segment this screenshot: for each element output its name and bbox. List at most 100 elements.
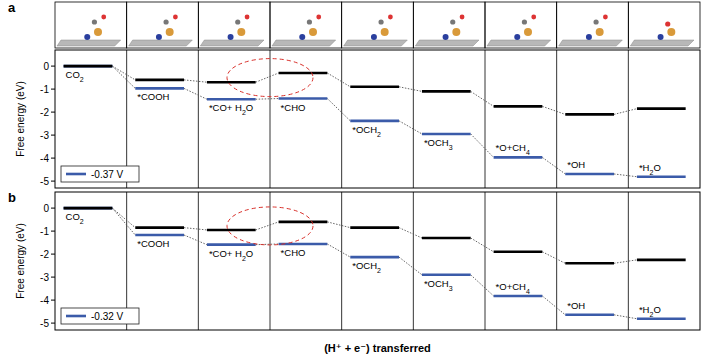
legend-box xyxy=(61,308,139,324)
energy-level xyxy=(422,90,471,93)
column-divider xyxy=(485,192,486,330)
legend-swatch xyxy=(66,173,86,176)
y-tick xyxy=(51,208,55,209)
atom xyxy=(596,28,604,36)
column-divider xyxy=(485,50,486,188)
energy-level xyxy=(637,175,686,178)
marks xyxy=(64,208,686,319)
energy-level xyxy=(494,156,543,159)
atom xyxy=(388,15,393,20)
legend-label: -0.32 V xyxy=(91,311,124,322)
surface xyxy=(57,40,121,46)
highlight xyxy=(227,207,313,245)
energy-level xyxy=(279,72,328,75)
energy-level xyxy=(135,226,184,229)
connector xyxy=(327,99,350,121)
connector xyxy=(256,98,279,100)
energy-level xyxy=(135,234,184,237)
column-divider xyxy=(341,50,342,188)
y-tick xyxy=(51,89,55,90)
connector xyxy=(112,66,135,88)
atom xyxy=(371,34,377,40)
atom xyxy=(452,28,460,36)
atom xyxy=(460,15,465,20)
connector xyxy=(184,80,207,82)
state-label: *CO+ H2O xyxy=(209,102,253,116)
marks xyxy=(64,66,686,177)
atom xyxy=(92,19,97,24)
energy-level xyxy=(494,295,543,298)
atom xyxy=(166,28,174,36)
structure-frame xyxy=(485,2,557,48)
surface xyxy=(200,40,264,46)
surface xyxy=(272,40,336,46)
energy-level xyxy=(279,97,328,100)
energy-level xyxy=(64,65,113,68)
atom xyxy=(593,19,598,24)
y-tick xyxy=(51,158,55,159)
energy-level xyxy=(637,259,686,262)
state-label: *CO+ H2O xyxy=(209,248,253,262)
energy-level xyxy=(565,262,614,265)
surface xyxy=(129,40,193,46)
connector xyxy=(112,208,135,228)
column-divider xyxy=(413,192,414,330)
y-tick xyxy=(51,66,55,67)
connector xyxy=(399,121,422,134)
surface xyxy=(630,40,694,46)
state-label: CO2 xyxy=(66,69,84,83)
connector xyxy=(471,91,494,106)
connector xyxy=(184,235,207,245)
y-tick-label: -3 xyxy=(40,130,49,141)
y-axis-label: Free energy (eV) xyxy=(15,223,26,299)
connector xyxy=(542,296,565,315)
connector xyxy=(614,174,637,177)
energy-level xyxy=(494,105,543,108)
column-divider xyxy=(341,192,342,330)
energy-level xyxy=(565,173,614,176)
column-divider xyxy=(270,50,271,188)
structure-frame xyxy=(628,2,700,48)
energy-level xyxy=(207,98,256,101)
column-divider xyxy=(198,50,199,188)
state-label: *OCH2 xyxy=(352,260,381,274)
y-tick-label: -4 xyxy=(40,153,49,164)
connector xyxy=(542,157,565,174)
connector xyxy=(327,222,350,228)
state-label: *CHO xyxy=(281,102,306,113)
atom xyxy=(667,28,675,36)
energy-level xyxy=(565,314,614,317)
y-tick xyxy=(51,112,55,113)
energy-level xyxy=(565,113,614,116)
state-label: *OCH3 xyxy=(424,137,453,151)
plot-frame xyxy=(55,192,700,330)
structure-frame xyxy=(270,2,342,48)
state-label: *CHO xyxy=(281,247,306,258)
state-label: *OH xyxy=(567,159,585,170)
column-divider xyxy=(628,50,629,188)
energy-level xyxy=(279,243,328,246)
energy-level xyxy=(422,133,471,136)
atom xyxy=(378,19,383,24)
atom xyxy=(443,34,449,40)
state-label: *COOH xyxy=(137,91,169,102)
energy-level xyxy=(279,221,328,224)
panel: 0-1-2-3-4-5Free energy (eV)aCO2*COOH*CO+… xyxy=(8,0,700,188)
y-tick-label: -2 xyxy=(40,107,49,118)
surface xyxy=(415,40,479,46)
state-label: *O+CH4 xyxy=(496,281,530,295)
energy-level xyxy=(64,207,113,210)
connector xyxy=(614,315,637,319)
connector xyxy=(399,228,422,238)
energy-level xyxy=(350,120,399,123)
connector xyxy=(256,222,279,230)
state-label: *OH xyxy=(567,300,585,311)
column-divider xyxy=(413,50,414,188)
connector xyxy=(471,238,494,252)
atom xyxy=(603,15,608,20)
legend-swatch xyxy=(66,315,86,318)
column-divider xyxy=(556,192,557,330)
y-tick-label: -1 xyxy=(40,84,49,95)
surface xyxy=(559,40,623,46)
energy-level xyxy=(135,79,184,82)
